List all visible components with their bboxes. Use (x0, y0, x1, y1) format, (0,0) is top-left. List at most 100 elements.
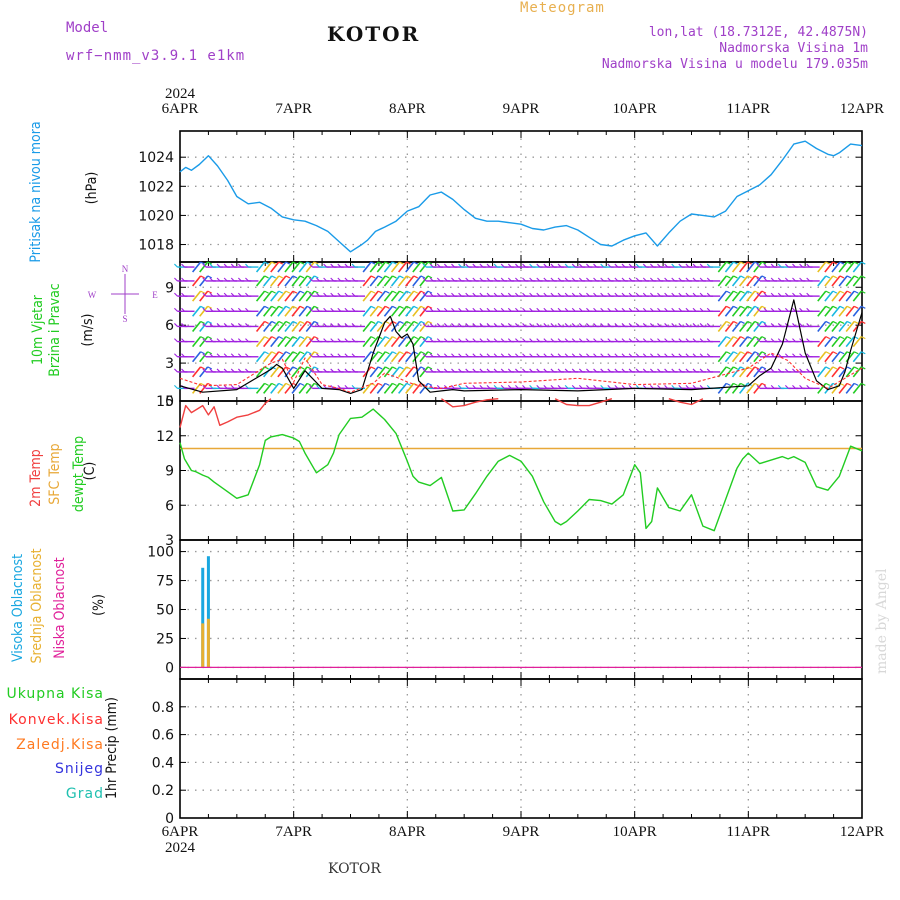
wind-barb (270, 366, 280, 378)
wind-barb-flag (299, 275, 305, 279)
wind-barb-flag (406, 320, 411, 324)
wind-barb (739, 290, 749, 302)
wind-barb-flag (747, 261, 752, 265)
wind-barb-flag (586, 263, 590, 268)
wind-barb-flag (607, 323, 612, 327)
wind-barb-flag (223, 323, 228, 327)
wind-barb-flag (543, 307, 548, 312)
wind-barb-flag (664, 263, 668, 268)
wind-barb (298, 382, 308, 394)
wind-barb (412, 351, 422, 363)
wind-barb (731, 320, 742, 332)
pressure-ytick-label: 1024 (138, 150, 174, 166)
wind-barb-flag (216, 338, 221, 342)
wind-barb-flag (733, 275, 738, 279)
wind-barb-flag (756, 323, 761, 327)
wind-barb-flag (271, 382, 276, 386)
wind-barb-flag (465, 307, 470, 312)
wind-barb-flag (784, 277, 789, 282)
wind-barb-flag (657, 353, 661, 358)
wind-barb-flag (443, 292, 448, 297)
wind-speed-line (179, 299, 863, 394)
wind-barb-flag (733, 261, 738, 265)
wind-barb-flag (578, 323, 583, 327)
wind-barb-flag (557, 263, 562, 268)
wind-barb-flag (593, 292, 597, 297)
wind-barb-flag (564, 384, 569, 389)
wind-barb-flag (671, 323, 676, 327)
wind-barb-flag (853, 351, 859, 355)
wind-barb-flag (200, 261, 205, 265)
wind-barb-flag (507, 263, 512, 268)
wind-barb-flag (285, 336, 291, 340)
wind-barb (305, 275, 315, 287)
wind-barb (369, 366, 379, 378)
model-elevation-info: Nadmorska Visina u modelu 179.035m (601, 57, 868, 72)
wind-barb-flag (422, 368, 427, 373)
wind-barb-flag (635, 323, 640, 327)
wind-barb-flag (621, 307, 626, 312)
wind-barb-flag (413, 336, 419, 340)
wind-barb-flag (200, 305, 205, 309)
wind-barb (383, 261, 394, 273)
wind-barb-flag (600, 292, 605, 297)
wind-barb-flag (747, 351, 752, 355)
wind-barb (831, 382, 841, 394)
wind-barb-flag (344, 292, 349, 297)
wind-barb-flag (564, 323, 569, 327)
wind-barb-flag (429, 323, 434, 327)
wind-barb-flag (515, 338, 519, 342)
wind-barb (412, 382, 422, 394)
wind-barb-flag (314, 305, 319, 309)
wind-barb-flag (436, 263, 441, 268)
wind-barb-flag (399, 290, 404, 294)
wind-barb-flag (740, 382, 745, 386)
pressure-frame (179, 130, 863, 263)
wind-barb-flag (427, 275, 433, 279)
wind-barb (824, 305, 834, 317)
wind-barb-flag (529, 307, 534, 312)
wind-barb-flag (413, 275, 419, 279)
wind-barb-flag (436, 338, 441, 342)
wind-barb-flag (316, 307, 320, 312)
wind-barb (717, 320, 727, 332)
wind-barb-flag (853, 366, 859, 370)
wind-barb (831, 275, 841, 287)
wind-barb-flag (635, 277, 640, 282)
wind-barb-flag (285, 320, 291, 324)
wind-barb-flag (245, 323, 249, 327)
wind-barb (263, 290, 273, 302)
wind-barb-flag (344, 384, 349, 389)
wind-barb-flag (351, 263, 356, 268)
wind-barb-flag (216, 277, 221, 282)
wind-barb (362, 382, 372, 394)
xtick-label-top: 12APR (840, 101, 884, 117)
wind-barb-flag (642, 292, 647, 297)
wind-barb (753, 366, 763, 378)
wind-barb-flag (285, 275, 291, 279)
wind-barb-flag (413, 290, 419, 294)
wind-barb-flag (763, 277, 768, 282)
temperature-ytick-label: 15 (156, 394, 174, 410)
wind-barb-flag (642, 368, 647, 373)
wind-barb-flag (245, 263, 249, 268)
wind-barb (845, 261, 855, 273)
wind-barb (419, 305, 429, 317)
wind-barb-flag (761, 290, 767, 294)
wind-barb-flag (550, 384, 555, 389)
wind-barb (291, 305, 301, 317)
temperature-frame (179, 400, 863, 541)
wind-barb-flag (392, 290, 397, 294)
wind-barb-flag (174, 307, 178, 312)
wind-barb (199, 336, 209, 348)
wind-barb-flag (846, 290, 852, 294)
wind-barb-flag (230, 338, 235, 342)
wind-barb-flag (515, 292, 519, 297)
wind-barb (398, 275, 408, 287)
wind-barb-flag (406, 382, 411, 386)
wind-barb-flag (756, 277, 761, 282)
wind-barb (270, 261, 280, 273)
wind-barb-flag (761, 305, 767, 309)
xtick-label-bottom: 8APR (389, 824, 426, 840)
wind-barb-flag (754, 275, 760, 279)
